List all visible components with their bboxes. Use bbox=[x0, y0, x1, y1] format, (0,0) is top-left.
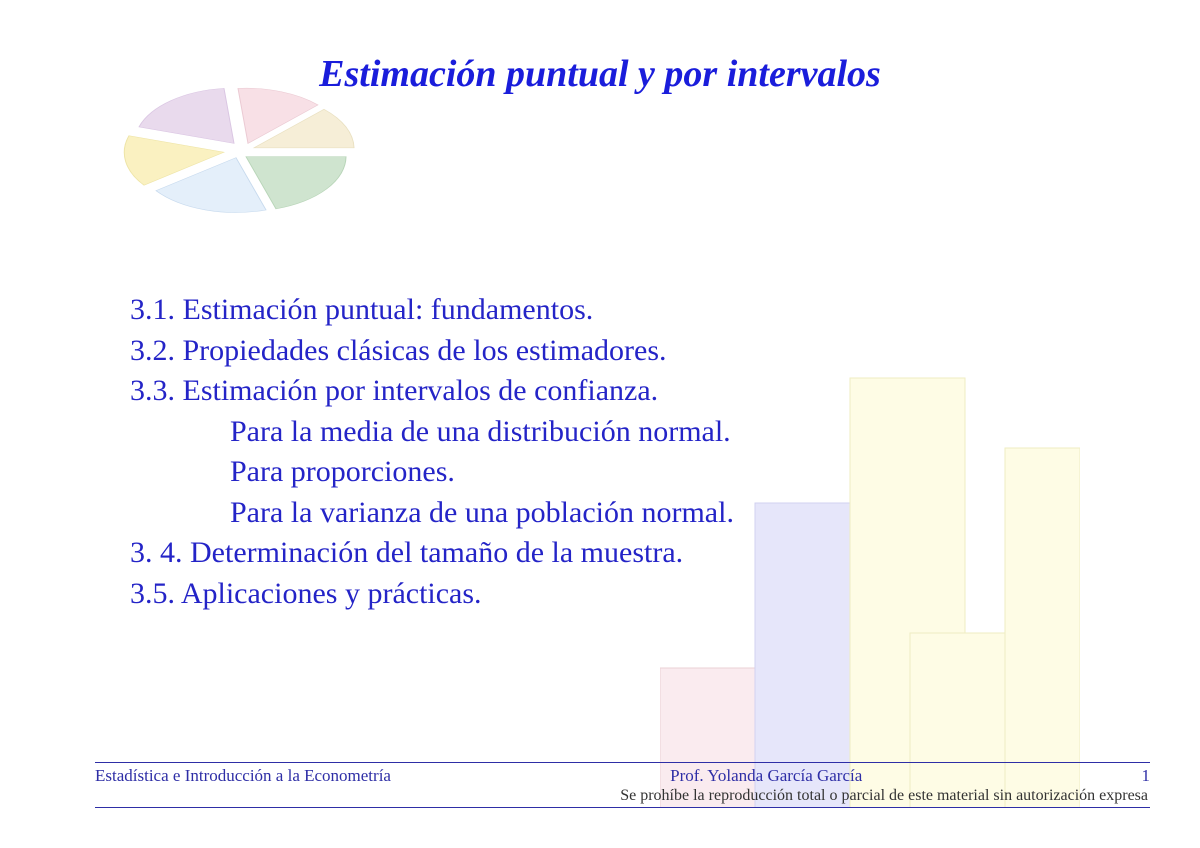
outline-item: 3.1. Estimación puntual: fundamentos. bbox=[130, 290, 1140, 331]
footer-page-number: 1 bbox=[1141, 766, 1150, 786]
page-title: Estimación puntual y por intervalos bbox=[0, 52, 1200, 96]
slide: Estimación puntual y por intervalos 3.1.… bbox=[0, 0, 1200, 848]
outline-subitem: Para la varianza de una población normal… bbox=[130, 493, 1140, 534]
outline-subitem: Para proporciones. bbox=[130, 452, 1140, 493]
footer-row: Estadística e Introducción a la Economet… bbox=[95, 766, 1150, 786]
footer-author: Prof. Yolanda García García bbox=[670, 766, 862, 786]
outline-item: 3.3. Estimación por intervalos de confia… bbox=[130, 371, 1140, 412]
outline-item: 3.2. Propiedades clásicas de los estimad… bbox=[130, 331, 1140, 372]
outline-item: 3. 4. Determinación del tamaño de la mue… bbox=[130, 533, 1140, 574]
footer: Estadística e Introducción a la Economet… bbox=[95, 762, 1150, 808]
outline-subitem: Para la media de una distribución normal… bbox=[130, 412, 1140, 453]
footer-course: Estadística e Introducción a la Economet… bbox=[95, 766, 391, 786]
pie-decoration bbox=[90, 80, 390, 240]
footer-copyright: Se prohíbe la reproducción total o parci… bbox=[95, 787, 1150, 805]
content-outline: 3.1. Estimación puntual: fundamentos. 3.… bbox=[130, 290, 1140, 614]
outline-item: 3.5. Aplicaciones y prácticas. bbox=[130, 574, 1140, 615]
